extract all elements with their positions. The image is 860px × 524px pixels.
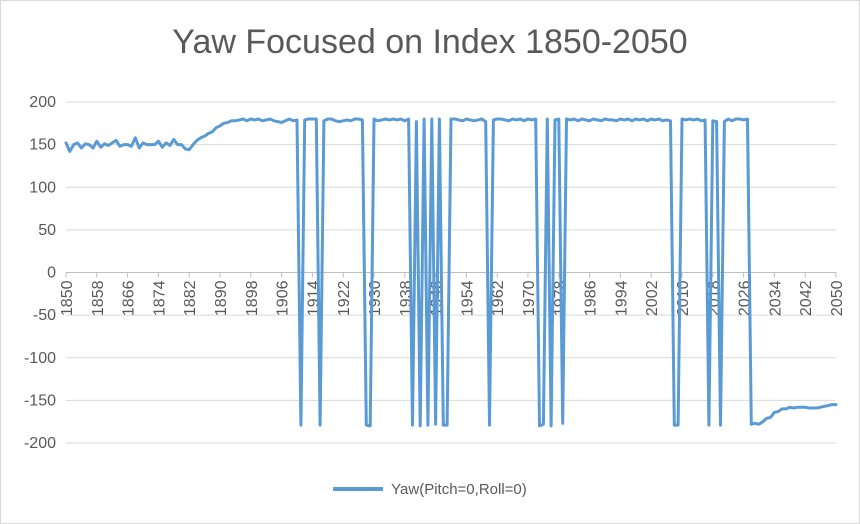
y-tick-label: -100: [24, 350, 56, 367]
legend-label: Yaw(Pitch=0,Roll=0): [391, 481, 527, 498]
x-tick-label: 1874: [151, 280, 168, 316]
x-tick-label: 2002: [644, 280, 661, 316]
y-tick-label: 200: [29, 94, 56, 111]
legend: Yaw(Pitch=0,Roll=0): [1, 481, 859, 498]
x-tick-label: 2050: [829, 280, 846, 316]
x-tick-label: 1994: [613, 280, 630, 316]
y-tick-label: -50: [33, 307, 56, 324]
x-tick-label: 2042: [798, 280, 815, 316]
x-tick-label: 2034: [767, 280, 784, 316]
y-tick-label: -150: [24, 392, 56, 409]
x-tick-label: 1930: [367, 280, 384, 316]
y-tick-label: 0: [47, 265, 56, 282]
y-tick-label: 50: [38, 222, 56, 239]
x-tick-label: 1850: [59, 280, 76, 316]
x-tick-label: 1906: [275, 280, 292, 316]
x-tick-label: 1962: [490, 280, 507, 316]
x-tick-label: 1970: [521, 280, 538, 316]
x-tick-label: 1866: [121, 280, 138, 316]
legend-swatch: [333, 487, 384, 492]
y-tick-label: -200: [24, 435, 56, 452]
y-tick-label: 100: [29, 179, 56, 196]
x-tick-label: 1922: [336, 280, 353, 316]
x-tick-label: 1858: [90, 280, 107, 316]
x-tick-label: 1898: [244, 280, 261, 316]
x-tick-label: 1986: [583, 280, 600, 316]
series-line: [64, 117, 838, 428]
chart-title: Yaw Focused on Index 1850-2050: [172, 23, 688, 61]
x-tick-label: 1954: [459, 280, 476, 316]
y-tick-label: 150: [29, 137, 56, 154]
x-tick-label: 2010: [675, 280, 692, 316]
x-tick-label: 1890: [213, 280, 230, 316]
x-tick-label: 1882: [182, 280, 199, 316]
